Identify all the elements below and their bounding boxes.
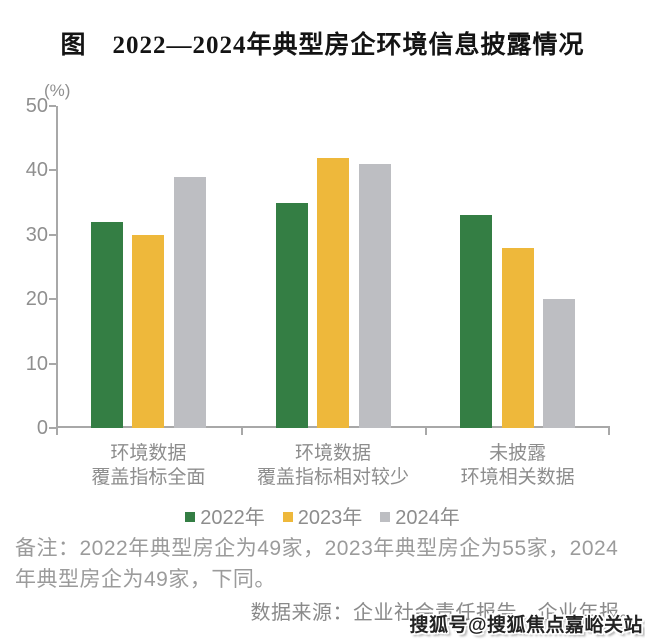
data-source-note: 数据来源：企业社会责任报告、企业年报。 — [250, 602, 640, 624]
x-axis-tick — [608, 428, 610, 435]
y-axis-tick — [49, 427, 56, 429]
category-label: 环境数据 覆盖指标相对较少 — [256, 443, 409, 488]
y-axis-tick-label: 50 — [25, 95, 48, 117]
category-label: 未披露 环境相关数据 — [460, 443, 575, 488]
legend-item-2022年: 2022年 — [185, 501, 265, 530]
y-axis-tick-label: 10 — [25, 352, 48, 375]
legend-swatch-icon — [185, 511, 196, 522]
bar-2024年-group3 — [543, 299, 576, 428]
y-axis-unit-label: (%) — [44, 81, 71, 100]
bar-2022年-group1 — [90, 221, 123, 428]
y-axis-tick — [49, 233, 56, 236]
x-axis-tick — [240, 428, 243, 435]
legend-swatch-icon — [282, 511, 293, 522]
remark-note: 备注：2022年典型房企为49家，2023年典型房企为55家，2024 年典型房企… — [15, 537, 619, 591]
bar-2023年-group3 — [501, 247, 534, 428]
y-axis-tick-label: 0 — [36, 417, 48, 439]
y-axis-tick — [49, 298, 56, 301]
y-axis-tick-label: 40 — [25, 159, 48, 182]
bar-2023年-group2 — [317, 157, 349, 428]
category-label: 环境数据 覆盖指标全面 — [91, 443, 206, 488]
legend-label: 2024年 — [395, 507, 460, 529]
bar-2022年-group2 — [275, 202, 308, 428]
legend-item-2023年: 2023年 — [282, 501, 363, 530]
y-axis-tick-label: 30 — [25, 223, 48, 246]
legend: 2022年 2023年 2024年 — [0, 501, 645, 530]
x-axis-tick — [56, 428, 58, 435]
legend-label: 2022年 — [200, 507, 265, 529]
legend-item-2024年: 2024年 — [380, 501, 460, 530]
y-axis-tick — [49, 105, 56, 107]
legend-label: 2023年 — [297, 507, 363, 529]
legend-swatch-icon — [380, 511, 391, 522]
sohu-watermark: 搜狐号@搜狐焦点嘉峪关站 — [409, 615, 643, 636]
bar-2024年-group2 — [358, 163, 391, 428]
y-axis-line — [56, 106, 58, 430]
bar-2023年-group1 — [132, 234, 165, 428]
y-axis-tick — [49, 169, 56, 172]
bar-2022年-group3 — [460, 215, 493, 428]
y-axis-tick — [49, 362, 56, 365]
y-axis-tick-label: 20 — [25, 288, 48, 311]
chart-title: 图 2022—2024年典型房企环境信息披露情况 — [60, 32, 585, 59]
bar-2024年-group1 — [173, 176, 206, 428]
x-axis-tick — [425, 428, 428, 435]
